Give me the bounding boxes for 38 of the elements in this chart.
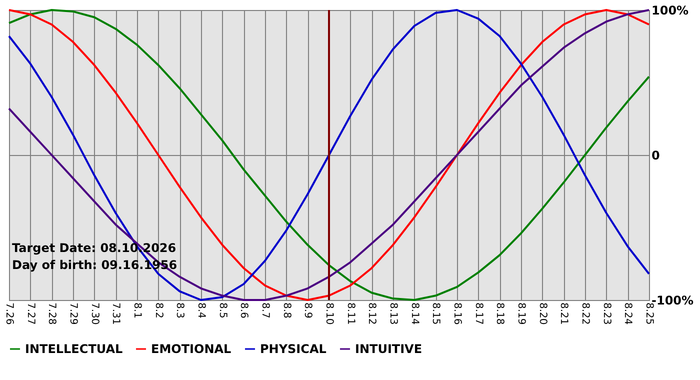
x-tick-label: 8.13 <box>388 302 398 325</box>
legend-label: INTELLECTUAL <box>25 342 124 356</box>
legend-label: PHYSICAL <box>260 342 327 356</box>
x-tick-label: 7.30 <box>88 302 100 325</box>
line-series <box>8 9 650 301</box>
x-tick-label: 8.12 <box>366 302 378 325</box>
x-tick-label: 8.17 <box>472 302 484 325</box>
x-tick-label: 8.20 <box>536 302 548 325</box>
x-tick-label: 8.23 <box>600 302 612 325</box>
x-tick-label: 7.28 <box>46 302 58 325</box>
y-tick-label: 0 <box>652 148 660 162</box>
x-tick-label: 8.10 <box>324 302 334 325</box>
x-tick-label: 8.24 <box>622 302 634 325</box>
x-tick-label: 8.16 <box>452 302 462 325</box>
x-tick-label: 8.18 <box>494 302 506 325</box>
x-tick-label: 8.25 <box>644 302 654 325</box>
x-tick-label: 8.21 <box>558 302 570 325</box>
x-tick-label: 7.27 <box>24 302 36 325</box>
x-tick-label: 8.4 <box>196 302 206 318</box>
x-tick-label: 8.22 <box>580 302 590 325</box>
x-tick-label: 8.5 <box>216 302 228 318</box>
y-tick-label: 100% <box>652 4 689 18</box>
x-tick-label: 8.3 <box>174 302 186 318</box>
legend-label: EMOTIONAL <box>151 342 232 356</box>
x-tick-label: 8.8 <box>280 302 292 318</box>
legend-label: INTUITIVE <box>355 342 422 356</box>
x-tick-label: 7.26 <box>4 302 14 325</box>
x-tick-label: 8.14 <box>408 302 420 325</box>
x-tick-label: 8.2 <box>152 302 164 318</box>
x-tick-label: 7.31 <box>110 302 122 325</box>
x-tick-label: 7.29 <box>68 302 78 325</box>
x-tick-label: 8.1 <box>132 302 142 318</box>
x-tick-label: 8.11 <box>344 302 356 325</box>
x-tick-label: 8.6 <box>238 302 250 318</box>
x-tick-label: 8.15 <box>430 302 442 325</box>
x-tick-label: 8.7 <box>260 302 270 318</box>
x-tick-label: 8.19 <box>516 302 526 325</box>
x-tick-label: 8.9 <box>302 302 314 318</box>
